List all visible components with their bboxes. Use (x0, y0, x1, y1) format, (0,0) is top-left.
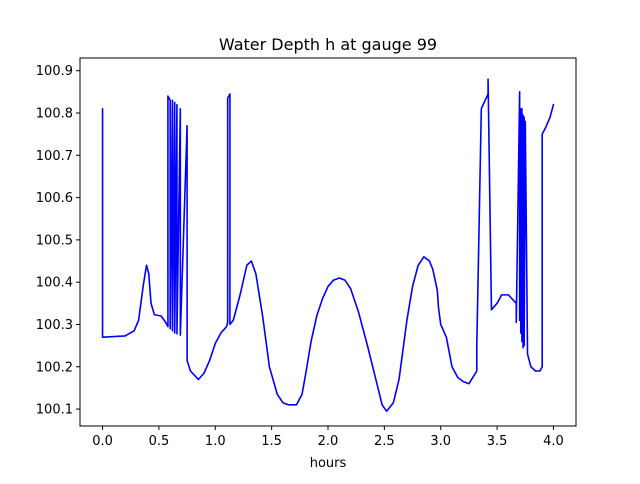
chart-title: Water Depth h at gauge 99 (219, 35, 437, 54)
y-tick-label: 100.2 (36, 360, 73, 375)
x-tick-label: 0.0 (92, 434, 113, 449)
y-tick-label: 100.1 (36, 403, 73, 418)
x-tick-label: 1.0 (205, 434, 226, 449)
plot-frame (79, 57, 577, 427)
y-tick-label: 100.8 (36, 106, 73, 121)
x-tick-label: 3.0 (430, 434, 451, 449)
y-axis-ticks: 100.1 100.2 100.3 100.4 100.5 100.6 100.7 100.8… (36, 64, 80, 418)
x-axis-ticks: 0.0 0.5 1.0 1.5 2.0 2.5 3.0 3.5 4.0 (92, 426, 564, 449)
x-axis-label: hours (310, 456, 347, 471)
x-tick-label: 2.0 (318, 434, 339, 449)
y-tick-label: 100.3 (36, 318, 73, 333)
y-tick-label: 100.9 (36, 64, 73, 79)
y-tick-label: 100.5 (36, 233, 73, 248)
y-tick-label: 100.7 (36, 149, 73, 164)
series-line (101, 78, 555, 412)
y-tick-label: 100.6 (36, 191, 73, 206)
x-tick-label: 2.5 (374, 434, 395, 449)
series-layer (101, 78, 555, 412)
plot-area: 0.0 0.5 1.0 1.5 2.0 2.5 3.0 3.5 4.0 100.1100.210… (36, 57, 577, 449)
x-tick-label: 0.5 (149, 434, 170, 449)
x-tick-label: 1.5 (261, 434, 282, 449)
x-tick-label: 4.0 (543, 434, 564, 449)
y-tick-label: 100.4 (36, 276, 73, 291)
x-tick-label: 3.5 (487, 434, 508, 449)
